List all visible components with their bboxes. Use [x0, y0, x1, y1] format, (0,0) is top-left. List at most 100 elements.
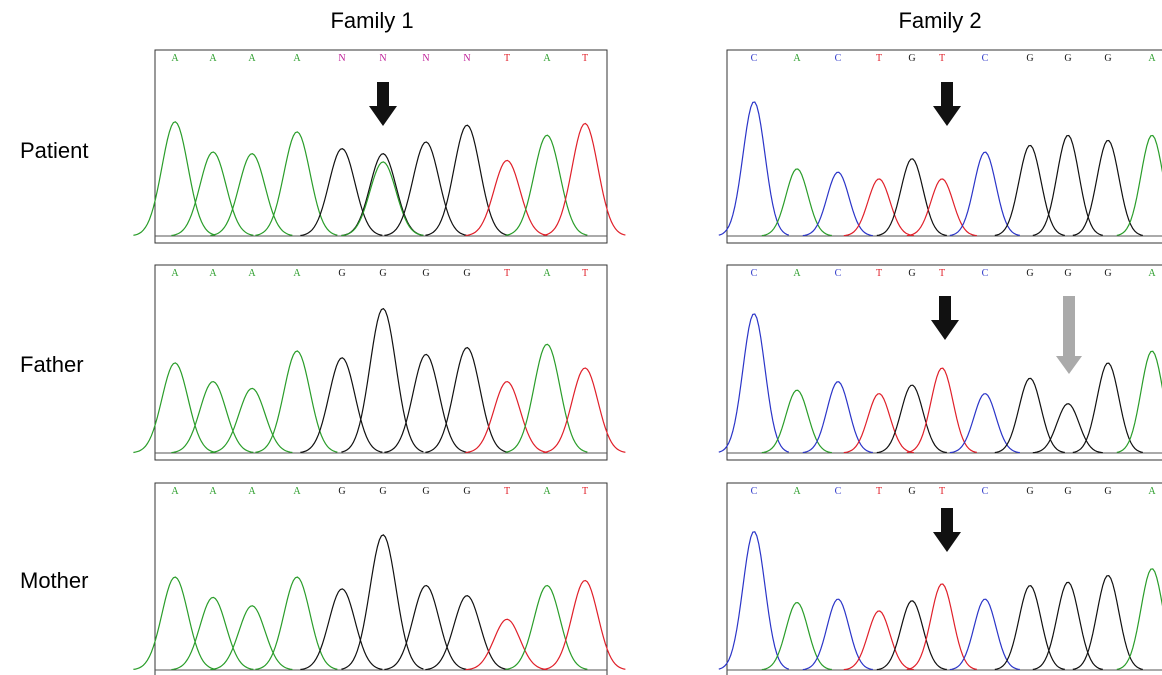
base-call: A: [1148, 486, 1156, 497]
base-call: G: [1026, 486, 1033, 497]
trace: [543, 581, 625, 670]
trace: [255, 577, 337, 669]
trace: [171, 382, 253, 453]
trace: [543, 368, 625, 453]
trace: [341, 309, 423, 453]
base-call: A: [209, 486, 217, 497]
trace: [844, 179, 914, 236]
column-title: Family 2: [898, 8, 981, 33]
base-call: G: [379, 486, 386, 497]
trace: [877, 385, 947, 452]
base-call: T: [582, 268, 588, 279]
trace: [877, 159, 947, 236]
trace: [762, 390, 832, 452]
trace: [1033, 404, 1103, 453]
trace: [255, 351, 337, 452]
trace: [300, 589, 382, 670]
trace: [803, 382, 873, 453]
trace: [1033, 582, 1103, 669]
trace: [1117, 136, 1162, 236]
base-call: A: [171, 53, 179, 64]
base-call: G: [379, 268, 386, 279]
base-call: T: [876, 53, 882, 64]
base-call: N: [463, 53, 470, 64]
trace: [1073, 141, 1143, 236]
trace: [341, 162, 423, 236]
arrow: [933, 508, 961, 552]
arrow: [931, 296, 959, 340]
row-label: Father: [20, 352, 84, 377]
trace: [543, 124, 625, 236]
base-call: G: [908, 268, 915, 279]
arrow: [1056, 296, 1082, 374]
trace: [1073, 576, 1143, 670]
base-call: A: [793, 53, 801, 64]
chromatogram: AAAAGGGGTAT: [133, 265, 625, 460]
base-call: G: [908, 53, 915, 64]
base-call: N: [338, 53, 345, 64]
base-call: T: [582, 53, 588, 64]
trace: [950, 599, 1020, 669]
base-call: T: [582, 486, 588, 497]
base-call: C: [982, 486, 989, 497]
panel-frame: [155, 50, 607, 243]
base-call: T: [876, 486, 882, 497]
base-call: A: [543, 53, 551, 64]
base-call: C: [751, 53, 758, 64]
arrows: [369, 82, 1082, 552]
figure: AAAANNNNTATAAAAGGGGTATAAAAGGGGTATCACTGTC…: [0, 0, 1162, 675]
panel-frame: [727, 50, 1162, 243]
trace: [907, 179, 977, 236]
base-call: G: [1026, 53, 1033, 64]
base-call: C: [835, 486, 842, 497]
trace: [171, 597, 253, 669]
base-call: A: [793, 268, 801, 279]
base-call: G: [463, 486, 470, 497]
base-call: A: [209, 268, 217, 279]
base-call: G: [1026, 268, 1033, 279]
trace: [425, 348, 507, 453]
base-call: G: [338, 268, 345, 279]
trace: [719, 102, 789, 235]
base-call: G: [463, 268, 470, 279]
trace: [1117, 569, 1162, 670]
panels: AAAANNNNTATAAAAGGGGTATAAAAGGGGTATCACTGTC…: [133, 50, 1162, 675]
base-call: A: [209, 53, 217, 64]
base-call: A: [1148, 268, 1156, 279]
base-call: A: [171, 268, 179, 279]
base-call: T: [504, 268, 510, 279]
base-call: A: [293, 268, 301, 279]
base-call: A: [248, 268, 256, 279]
trace: [803, 172, 873, 235]
trace: [505, 586, 587, 670]
trace: [133, 363, 215, 453]
base-call: C: [835, 268, 842, 279]
base-call: T: [939, 486, 945, 497]
base-call: T: [939, 268, 945, 279]
base-call: A: [248, 53, 256, 64]
trace: [210, 154, 292, 236]
trace: [505, 344, 587, 452]
base-call: A: [293, 53, 301, 64]
base-call: G: [908, 486, 915, 497]
base-call: N: [422, 53, 429, 64]
trace: [465, 382, 547, 453]
trace: [719, 532, 789, 669]
base-call: G: [1104, 268, 1111, 279]
base-call: G: [1064, 53, 1071, 64]
trace: [425, 596, 507, 670]
base-call: T: [876, 268, 882, 279]
base-call: A: [543, 486, 551, 497]
base-call: C: [835, 53, 842, 64]
base-call: G: [1104, 486, 1111, 497]
base-call: C: [982, 268, 989, 279]
arrow: [933, 82, 961, 126]
trace: [465, 619, 547, 669]
panel-frame: [727, 265, 1162, 460]
base-call: G: [1064, 486, 1071, 497]
trace: [950, 394, 1020, 453]
trace: [255, 132, 337, 236]
column-title: Family 1: [330, 8, 413, 33]
base-call: T: [939, 53, 945, 64]
